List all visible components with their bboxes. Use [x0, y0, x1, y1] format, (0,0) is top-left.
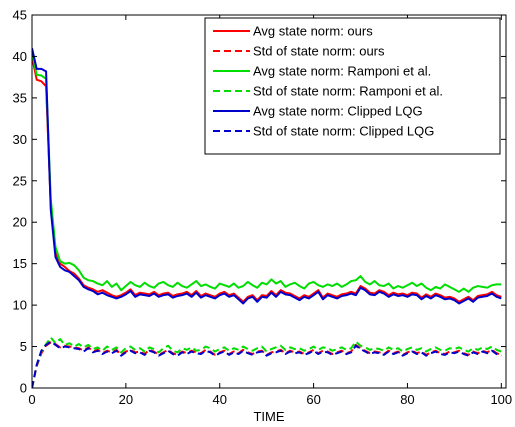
series-line-avg-state-norm-ours: [32, 56, 502, 303]
y-tick-label: 15: [13, 256, 27, 271]
series-line-avg-state-norm-clipped-lqg: [32, 47, 502, 305]
legend-label: Std of state norm: ours: [253, 44, 385, 59]
legend-label: Avg state norm: Ramponi et al.: [253, 64, 431, 79]
series-line-std-of-state-norm-clipped-lqg: [32, 340, 502, 388]
legend-label: Avg state norm: Clipped LQG: [253, 104, 423, 119]
series-line-avg-state-norm-ramponi-et-al: [32, 52, 502, 293]
y-tick-label: 0: [20, 381, 27, 396]
legend: Avg state norm: ours Std of state norm: o…: [204, 17, 501, 155]
legend-label: Avg state norm: ours: [253, 24, 373, 39]
y-tick-label: 45: [13, 8, 27, 23]
y-tick-label: 20: [13, 215, 27, 230]
y-tick-label: 5: [20, 339, 27, 354]
x-axis-label: TIME: [253, 409, 284, 424]
x-tick-label: 100: [490, 392, 512, 407]
legend-label: Std of state norm: Ramponi et al.: [253, 84, 443, 99]
y-tick-label: 35: [13, 90, 27, 105]
legend-box: [204, 17, 501, 155]
x-tick-label: 60: [306, 392, 320, 407]
y-tick-label: 10: [13, 298, 27, 313]
y-tick-label: 30: [13, 132, 27, 147]
plot-frame: [31, 14, 507, 389]
y-tick-label: 40: [13, 49, 27, 64]
x-tick-label: 20: [119, 392, 133, 407]
legend-label: Std of state norm: Clipped LQG: [253, 124, 434, 139]
x-tick-label: 80: [400, 392, 414, 407]
series-line-std-of-state-norm-ramponi-et-al: [32, 336, 502, 388]
x-tick-label: 0: [28, 392, 35, 407]
y-tick-label: 25: [13, 173, 27, 188]
x-tick-label: 40: [212, 392, 226, 407]
